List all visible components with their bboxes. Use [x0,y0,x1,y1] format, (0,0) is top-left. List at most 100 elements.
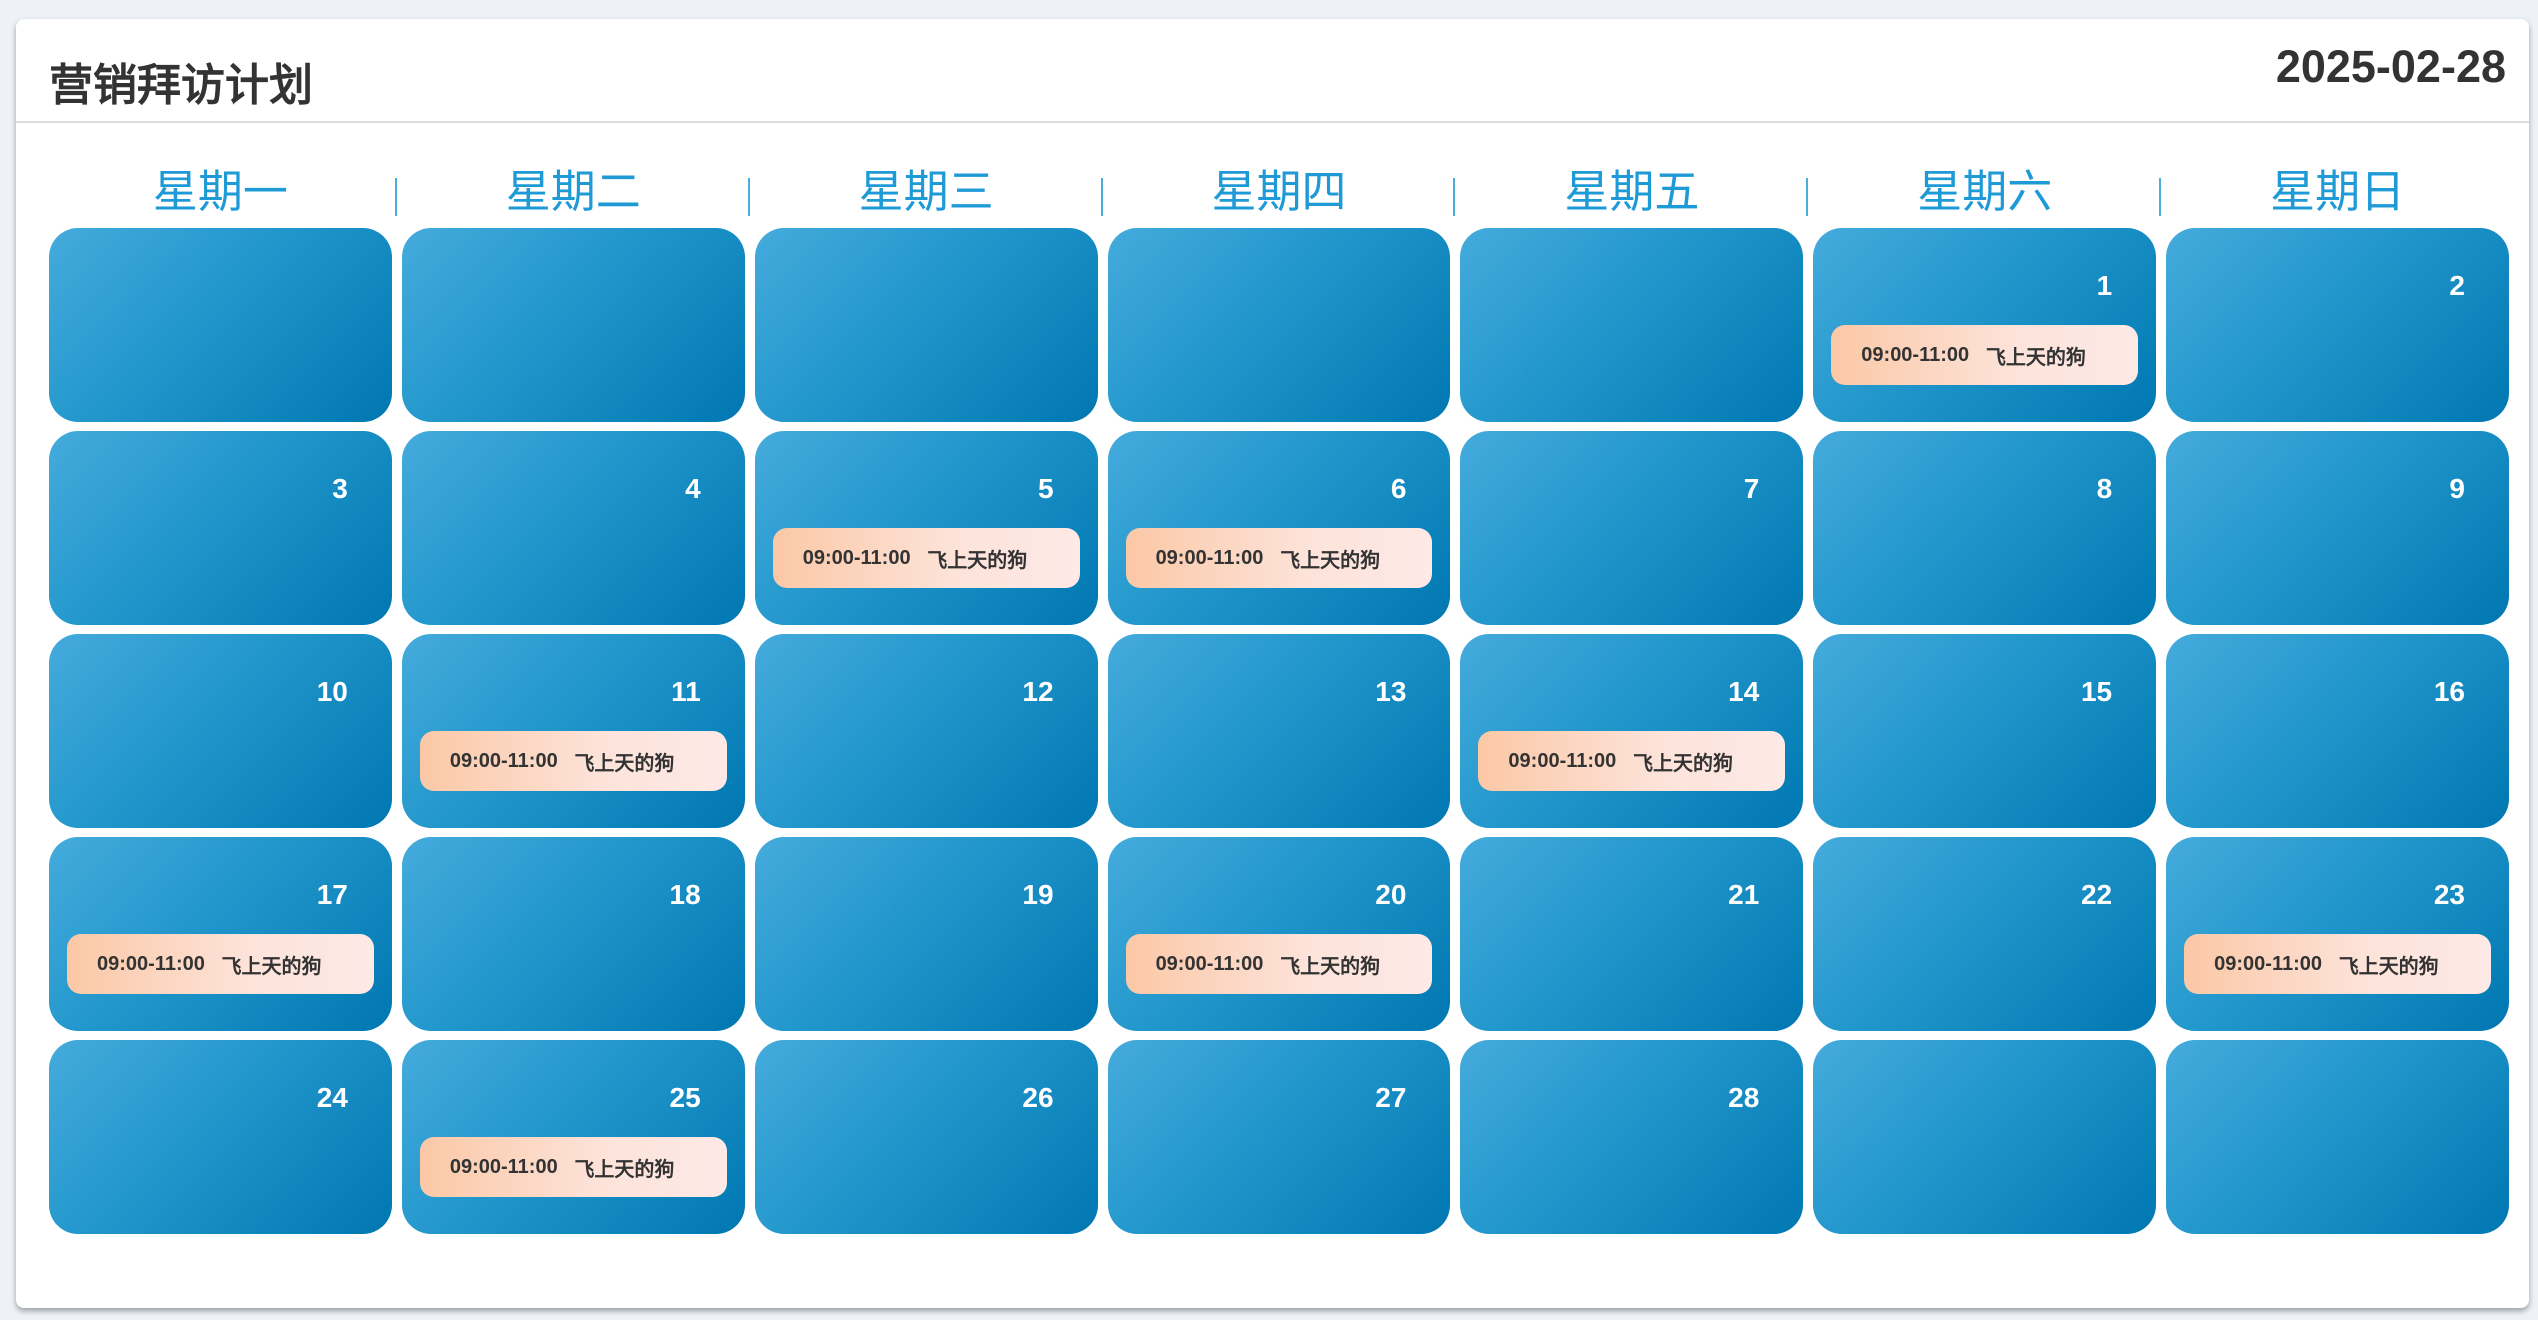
day-cell[interactable]: 6 09:00-11:00 飞上天的狗 [1107,431,1451,625]
day-cell[interactable]: 24 [49,1040,392,1234]
day-number: 11 [671,676,701,707]
day-cell[interactable]: 10 [49,634,392,828]
weekday-monday: 星期一 [49,164,397,220]
event-time: 09:00-11:00 [449,1155,558,1178]
day-number: 19 [1022,879,1054,910]
day-number: 17 [316,879,348,910]
weekday-saturday: 星期六 [1813,164,2161,220]
calendar-panel: 营销拜访计划 2025-02-28 星期一 星期二 星期三 星期四 星期五 星期… [16,19,2529,1308]
day-cell[interactable]: 9 [2166,431,2509,625]
event-title: 飞上天的狗 [1632,752,1733,775]
current-date: 2025-02-28 [2275,41,2506,92]
day-cell[interactable]: 7 [1460,431,1804,625]
day-cell[interactable]: 13 [1107,634,1451,828]
weekday-friday: 星期五 [1460,164,1809,220]
day-number: 26 [1022,1082,1054,1113]
event-spacer [1969,344,1986,367]
day-cell[interactable]: 5 09:00-11:00 飞上天的狗 [754,431,1098,625]
visit-event[interactable]: 09:00-11:00 飞上天的狗 [419,731,727,791]
day-number: 24 [316,1082,348,1113]
event-spacer [558,1156,575,1179]
page-title: 营销拜访计划 [49,61,313,110]
event-spacer [558,750,575,773]
day-cell[interactable]: 3 [49,431,392,625]
event-spacer [1263,547,1280,570]
day-cell[interactable]: 27 [1107,1040,1451,1234]
day-cell[interactable]: 22 [1813,837,2157,1031]
empty-day-cell [1107,228,1451,422]
day-cell[interactable]: 15 [1813,634,2157,828]
day-cell[interactable]: 28 [1460,1040,1804,1234]
empty-day-cell [2166,1040,2509,1234]
event-title: 飞上天的狗 [574,752,675,775]
day-number: 2 [2449,270,2465,301]
event-time: 09:00-11:00 [1861,343,1970,366]
empty-day-cell [1460,228,1804,422]
event-spacer [911,547,928,570]
day-number: 6 [1390,473,1407,504]
day-cell[interactable]: 23 09:00-11:00 飞上天的狗 [2166,837,2509,1031]
day-cell[interactable]: 26 [754,1040,1098,1234]
day-cell[interactable]: 17 09:00-11:00 飞上天的狗 [49,837,392,1031]
day-number: 20 [1375,879,1407,910]
empty-day-cell [754,228,1098,422]
day-cell[interactable]: 16 [2166,634,2509,828]
event-title: 飞上天的狗 [2338,955,2439,978]
weekday-wednesday: 星期三 [755,164,1103,220]
visit-event[interactable]: 09:00-11:00 飞上天的狗 [1831,325,2139,385]
day-number: 28 [1728,1082,1760,1113]
event-spacer [1263,953,1280,976]
event-time: 09:00-11:00 [1155,952,1264,975]
event-time: 09:00-11:00 [1508,749,1617,772]
event-title: 飞上天的狗 [927,549,1028,572]
day-number: 4 [685,473,701,504]
day-number: 21 [1728,879,1760,910]
panel-header: 营销拜访计划 2025-02-28 [16,19,2529,123]
day-cell[interactable]: 2 [2166,228,2509,422]
visit-event[interactable]: 09:00-11:00 飞上天的狗 [1478,731,1786,791]
day-cell[interactable]: 19 [754,837,1098,1031]
event-time: 09:00-11:00 [449,749,558,772]
visit-event[interactable]: 09:00-11:00 飞上天的狗 [419,1137,727,1197]
day-number: 25 [669,1082,701,1113]
visit-event[interactable]: 09:00-11:00 飞上天的狗 [772,528,1080,588]
day-cell[interactable]: 21 [1460,837,1804,1031]
visit-event[interactable]: 09:00-11:00 飞上天的狗 [67,934,374,994]
event-title: 飞上天的狗 [574,1158,675,1181]
day-number: 9 [2449,473,2465,504]
weekday-thursday: 星期四 [1108,164,1456,220]
visit-event[interactable]: 09:00-11:00 飞上天的狗 [2184,934,2491,994]
event-spacer [1616,750,1633,773]
day-cell[interactable]: 20 09:00-11:00 飞上天的狗 [1107,837,1451,1031]
day-number: 27 [1375,1082,1407,1113]
day-cell[interactable]: 4 [401,431,745,625]
day-number: 1 [2096,270,2113,301]
empty-day-cell [1813,1040,2157,1234]
day-cell[interactable]: 18 [401,837,745,1031]
day-number: 16 [2433,676,2465,707]
event-title: 飞上天的狗 [221,955,322,978]
event-time: 09:00-11:00 [802,546,911,569]
day-number: 23 [2433,879,2465,910]
day-number: 10 [316,676,348,707]
day-cell[interactable]: 14 09:00-11:00 飞上天的狗 [1460,634,1804,828]
event-title: 飞上天的狗 [1280,549,1381,572]
day-number: 5 [1037,473,1054,504]
event-time: 09:00-11:00 [97,952,205,975]
weekday-sunday: 星期日 [2270,165,2406,218]
event-spacer [205,953,222,976]
day-cell[interactable]: 8 [1813,431,2157,625]
weekday-header-row: 星期一 星期二 星期三 星期四 星期五 星期六 星期日 [49,164,2509,220]
day-number: 13 [1375,676,1407,707]
visit-event[interactable]: 09:00-11:00 飞上天的狗 [1125,528,1433,588]
day-cell[interactable]: 25 09:00-11:00 飞上天的狗 [401,1040,745,1234]
event-title: 飞上天的狗 [1280,955,1381,978]
day-cell[interactable]: 11 09:00-11:00 飞上天的狗 [401,634,745,828]
event-time: 09:00-11:00 [2214,952,2323,975]
day-cell[interactable]: 1 09:00-11:00 飞上天的狗 [1813,228,2157,422]
day-cell[interactable]: 12 [754,634,1098,828]
visit-event[interactable]: 09:00-11:00 飞上天的狗 [1125,934,1433,994]
empty-day-cell [49,228,392,422]
day-number: 12 [1022,676,1054,707]
calendar-grid: 1 09:00-11:00 飞上天的狗 2 3 4 5 09:00-11:00 飞上天的狗 6… [49,228,2509,1234]
